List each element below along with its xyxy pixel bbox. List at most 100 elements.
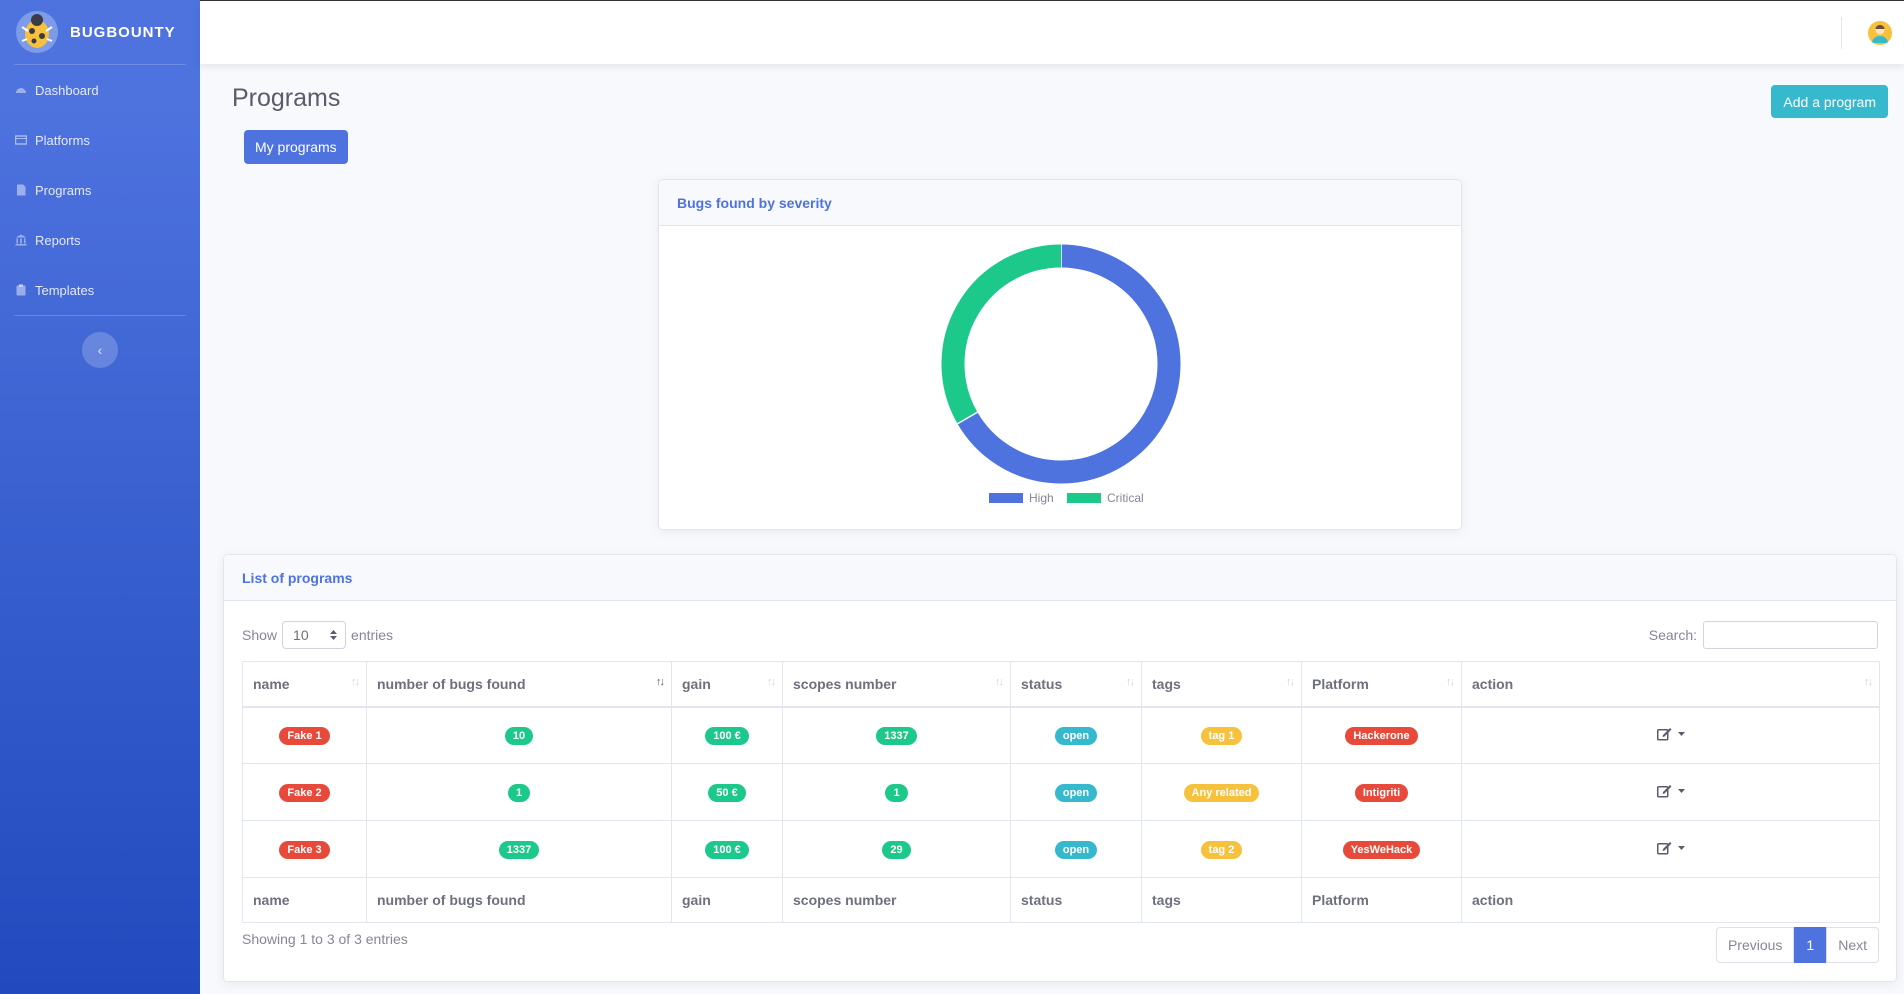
pagination: Previous 1 Next [1715, 927, 1879, 963]
page-length-select[interactable]: 10 [282, 621, 347, 649]
pagination-previous[interactable]: Previous [1715, 927, 1795, 963]
programs-list-card: List of programs Show 10 entries Search:… [223, 554, 1897, 982]
sidebar-item-platforms[interactable]: Platforms [0, 115, 200, 165]
action-dropdown[interactable] [1656, 784, 1685, 798]
footer-tags: tags [1141, 877, 1302, 923]
table-search: Search: [1649, 620, 1878, 650]
my-programs-button[interactable]: My programs [244, 130, 348, 164]
gain-badge: 100 € [705, 726, 749, 745]
legend-label-critical[interactable]: Critical [1107, 491, 1144, 505]
donut-slice-critical[interactable] [941, 244, 1062, 424]
brand[interactable]: BUGBOUNTY [0, 0, 200, 64]
footer-scopes: scopes number [782, 877, 1011, 923]
sort-icon: ↑↓ [1126, 676, 1135, 688]
add-program-button[interactable]: Add a program [1771, 85, 1888, 118]
caret-down-icon [1677, 731, 1685, 736]
sidebar-item-programs[interactable]: Programs [0, 165, 200, 215]
sort-icon: ↑↓ [1446, 676, 1455, 688]
pagination-page[interactable]: 1 [1794, 927, 1827, 963]
sort-icon: ↑↓ [995, 676, 1004, 688]
table-controls: Show 10 entries Search: [242, 620, 1878, 650]
slice-separator [957, 411, 978, 425]
column-label: scopes number [793, 675, 897, 692]
column-header-tags[interactable]: tags ↑↓ [1141, 661, 1302, 708]
page-title: Programs [232, 84, 341, 112]
bugs-severity-card: Bugs found by severity High Critical [658, 179, 1462, 530]
footer-platform: Platform [1301, 877, 1462, 923]
pagination-next[interactable]: Next [1826, 927, 1879, 963]
sort-asc-icon: ↑↓ [656, 676, 665, 688]
entries-label: entries [351, 627, 394, 643]
caret-down-icon [1677, 845, 1685, 850]
table-footer-row: name number of bugs found gain scopes nu… [242, 877, 1880, 923]
sidebar-item-label: Platforms [35, 132, 90, 148]
column-label: number of bugs found [377, 675, 526, 692]
caret-down-icon [1677, 788, 1685, 793]
status-badge: open [1054, 840, 1098, 859]
sidebar-item-label: Reports [35, 232, 81, 248]
footer-bugs: number of bugs found [366, 877, 672, 923]
tag-badge: Any related [1183, 783, 1260, 802]
chevron-left-icon: ‹ [97, 342, 103, 358]
window-icon [15, 135, 27, 145]
footer-status: status [1010, 877, 1142, 923]
search-label: Search: [1648, 627, 1697, 643]
legend-label-high[interactable]: High [1029, 491, 1054, 505]
sort-icon: ↑↓ [351, 676, 360, 688]
bank-icon [15, 234, 27, 246]
column-header-status[interactable]: status ↑↓ [1010, 661, 1142, 708]
clipboard-icon [16, 284, 26, 296]
column-header-bugs[interactable]: number of bugs found ↑↓ [366, 661, 672, 708]
status-badge: open [1054, 783, 1098, 802]
sidebar: BUGBOUNTY Dashboard Platforms Programs R… [0, 0, 200, 994]
file-icon [17, 184, 26, 196]
tag-badge: tag 1 [1200, 726, 1243, 745]
column-header-action[interactable]: action ↑↓ [1461, 661, 1880, 708]
sidebar-divider [14, 64, 186, 65]
brand-name: BUGBOUNTY [70, 23, 176, 41]
column-header-scopes[interactable]: scopes number ↑↓ [782, 661, 1011, 708]
severity-donut-chart: High Critical [941, 244, 1181, 505]
footer-action: action [1461, 877, 1880, 923]
search-input[interactable] [1703, 621, 1878, 649]
platform-badge: Hackerone [1345, 726, 1418, 745]
program-name-badge[interactable]: Fake 2 [279, 783, 330, 802]
action-dropdown[interactable] [1656, 841, 1685, 855]
donut-slice-high[interactable] [957, 244, 1181, 484]
platform-badge: YesWeHack [1342, 840, 1421, 859]
column-header-name[interactable]: name ↑↓ [242, 661, 367, 708]
sidebar-item-dashboard[interactable]: Dashboard [0, 65, 200, 115]
table-row: Fake 1 10 100 € 1337 open tag 1 Hackeron… [242, 706, 1880, 764]
column-label: action [1472, 675, 1514, 692]
bugs-count-badge: 1337 [498, 840, 540, 859]
status-badge: open [1054, 726, 1098, 745]
page-length-control: Show 10 entries [242, 620, 393, 650]
sidebar-item-templates[interactable]: Templates [0, 265, 200, 315]
column-label: gain [682, 675, 711, 692]
column-label: tags [1152, 675, 1181, 692]
program-name-badge[interactable]: Fake 1 [279, 726, 330, 745]
gain-badge: 100 € [705, 840, 749, 859]
sort-icon: ↑↓ [767, 676, 776, 688]
sidebar-item-label: Templates [35, 282, 95, 298]
program-name-badge[interactable]: Fake 3 [279, 840, 330, 859]
card-title: List of programs [224, 555, 1896, 601]
sidebar-toggle-button[interactable]: ‹ [82, 332, 118, 368]
page-length-value: 10 [293, 627, 309, 643]
sort-arrows-icon [330, 630, 338, 640]
action-dropdown[interactable] [1656, 727, 1685, 741]
table-row: Fake 2 1 50 € 1 open Any related Intigri… [242, 763, 1880, 821]
table-header-row: name ↑↓ number of bugs found ↑↓ gain ↑↓ sco… [242, 661, 1880, 708]
column-header-platform[interactable]: Platform ↑↓ [1301, 661, 1462, 708]
legend-swatch-high[interactable] [989, 493, 1023, 503]
topbar [200, 0, 1904, 64]
edit-icon [1656, 841, 1671, 854]
scopes-badge: 1337 [876, 726, 917, 745]
column-header-gain[interactable]: gain ↑↓ [671, 661, 783, 708]
sidebar-item-reports[interactable]: Reports [0, 215, 200, 265]
avatar[interactable] [1868, 21, 1892, 45]
table-row: Fake 3 1337 100 € 29 open tag 2 YesWeHac… [242, 820, 1880, 878]
sidebar-nav: Dashboard Platforms Programs Reports Tem… [0, 65, 200, 315]
show-label: Show [242, 627, 278, 643]
legend-swatch-critical[interactable] [1067, 493, 1101, 503]
